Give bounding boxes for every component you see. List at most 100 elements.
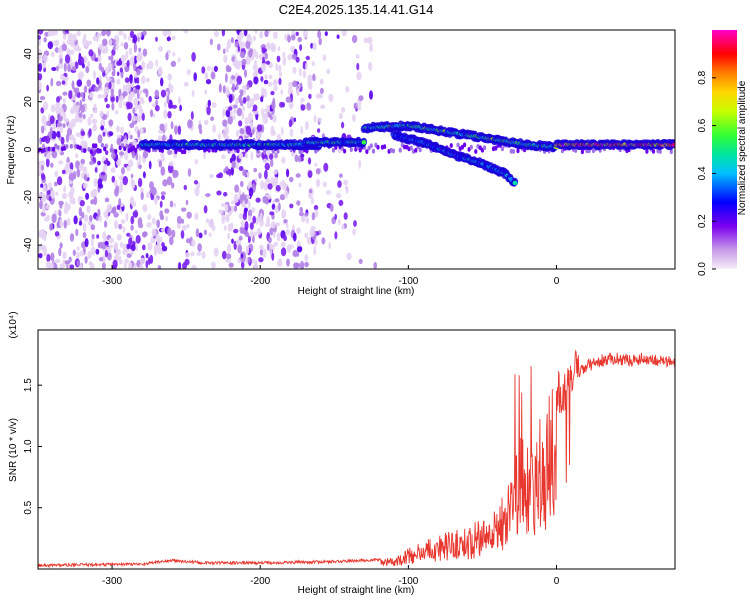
noise-speck xyxy=(126,82,131,92)
noise-speck xyxy=(58,53,63,59)
noise-speck xyxy=(255,216,262,221)
noise-speck xyxy=(126,253,132,258)
noise-speck xyxy=(47,30,53,37)
noise-speck xyxy=(177,57,181,63)
noise-speck xyxy=(62,112,67,120)
noise-speck xyxy=(64,260,71,265)
noise-speck xyxy=(210,71,216,80)
noise-speck xyxy=(113,264,117,269)
noise-speck xyxy=(149,109,154,118)
noise-speck xyxy=(83,214,89,223)
noise-speck xyxy=(140,191,144,201)
noise-speck xyxy=(116,234,122,241)
noise-speck xyxy=(233,108,237,115)
noise-speck xyxy=(128,130,131,138)
noise-speck xyxy=(286,258,290,267)
zero-band-speck xyxy=(349,147,353,153)
noise-speck xyxy=(115,185,119,191)
noise-speck xyxy=(292,66,297,74)
noise-speck xyxy=(242,212,247,221)
noise-speck xyxy=(98,43,104,51)
noise-speck xyxy=(115,37,119,45)
noise-speck xyxy=(64,54,71,64)
noise-speck xyxy=(114,180,118,188)
noise-speck xyxy=(80,104,85,114)
noise-speck xyxy=(132,210,139,218)
noise-speck xyxy=(241,85,248,90)
noise-speck xyxy=(300,153,305,158)
noise-speck xyxy=(238,235,243,241)
noise-speck xyxy=(358,159,362,169)
noise-speck xyxy=(132,115,137,122)
noise-speck xyxy=(180,218,185,224)
noise-speck xyxy=(54,30,58,36)
noise-speck xyxy=(227,66,232,73)
noise-speck xyxy=(194,212,199,220)
noise-speck xyxy=(269,153,274,160)
noise-speck xyxy=(67,32,74,42)
noise-speck xyxy=(281,182,287,191)
noise-speck xyxy=(211,102,217,108)
noise-speck xyxy=(278,77,282,85)
zero-band-speck xyxy=(658,149,662,154)
noise-speck xyxy=(59,263,64,269)
noise-speck xyxy=(87,60,91,68)
noise-speck xyxy=(227,223,233,232)
noise-speck xyxy=(41,173,46,181)
noise-speck xyxy=(205,218,209,224)
noise-speck xyxy=(72,33,77,42)
noise-speck xyxy=(234,57,238,63)
noise-speck xyxy=(176,223,182,229)
noise-speck xyxy=(110,167,116,173)
noise-speck xyxy=(304,232,309,239)
x-tick-label: -200 xyxy=(250,276,270,287)
noise-speck xyxy=(142,204,148,213)
spectrogram-x-ticks: -300 -200 -100 0 xyxy=(102,265,560,287)
noise-speck xyxy=(299,44,303,51)
noise-speck xyxy=(159,200,163,208)
noise-speck xyxy=(93,123,97,132)
noise-speck xyxy=(155,99,159,107)
colorbar-label: Normalized spectral amplitude xyxy=(737,80,748,215)
zero-band-speck xyxy=(56,145,60,150)
noise-speck xyxy=(138,47,142,53)
noise-speck xyxy=(191,239,196,247)
noise-speck xyxy=(198,232,203,239)
noise-speck xyxy=(249,222,254,230)
noise-speck xyxy=(269,211,275,216)
noise-speck xyxy=(228,94,233,104)
noise-speck xyxy=(151,228,157,237)
noise-speck xyxy=(83,85,88,93)
noise-speck xyxy=(104,197,110,203)
noise-speck xyxy=(152,113,156,118)
noise-speck xyxy=(270,130,276,137)
snr-x-axis-label: Height of straight line (km) xyxy=(298,585,415,596)
noise-speck xyxy=(96,32,102,38)
spectrogram-y-axis-label: Frequency (Hz) xyxy=(6,116,17,185)
noise-speck xyxy=(66,48,71,56)
noise-speck xyxy=(233,205,238,212)
noise-speck xyxy=(295,252,300,257)
noise-speck xyxy=(110,54,114,64)
noise-speck xyxy=(153,244,158,254)
noise-speck xyxy=(263,52,268,60)
noise-speck xyxy=(80,140,86,149)
noise-speck xyxy=(151,217,156,225)
noise-speck xyxy=(297,36,302,43)
zero-band-speck xyxy=(651,149,656,154)
noise-speck xyxy=(50,104,56,113)
noise-speck xyxy=(204,89,208,95)
noise-speck xyxy=(122,226,126,233)
noise-speck xyxy=(319,78,324,85)
noise-speck xyxy=(252,104,258,112)
noise-speck xyxy=(234,184,240,193)
noise-speck xyxy=(44,152,47,158)
noise-speck xyxy=(41,244,46,252)
noise-speck xyxy=(93,103,97,109)
noise-speck xyxy=(225,253,232,260)
noise-speck xyxy=(91,188,98,198)
noise-speck xyxy=(317,30,322,39)
noise-speck xyxy=(316,178,321,188)
noise-speck xyxy=(230,37,234,44)
